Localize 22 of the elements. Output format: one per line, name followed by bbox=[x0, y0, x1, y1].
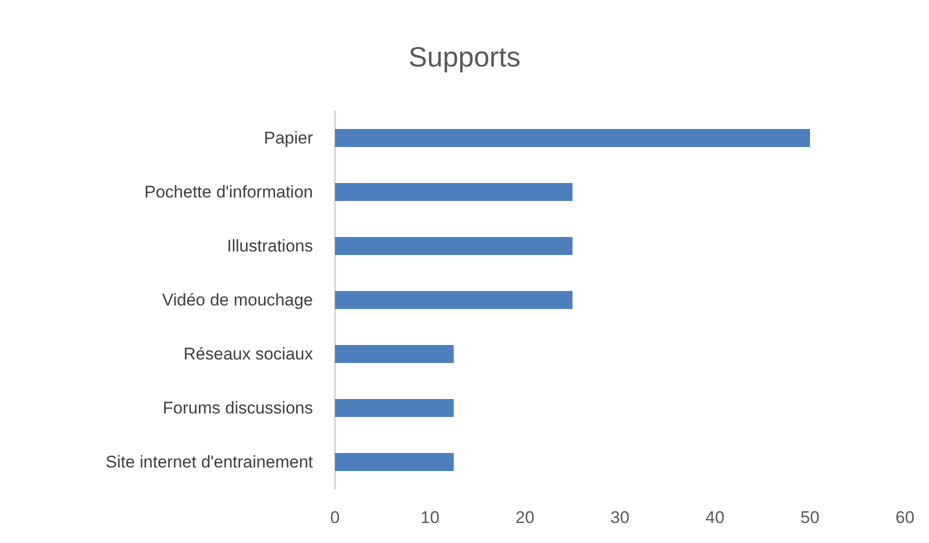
x-tick-label: 30 bbox=[610, 508, 630, 527]
x-tick-label: 60 bbox=[896, 508, 914, 527]
x-tick-label: 0 bbox=[330, 508, 340, 527]
y-tick-label: Pochette d'information bbox=[144, 182, 313, 202]
x-tick-label: 20 bbox=[516, 508, 534, 527]
y-tick-label: Site internet d'entrainement bbox=[106, 452, 314, 472]
y-tick-label: Vidéo de mouchage bbox=[162, 290, 313, 310]
bar bbox=[335, 453, 454, 471]
y-tick-label: Réseaux sociaux bbox=[184, 344, 314, 364]
bar bbox=[335, 183, 572, 201]
chart-title: Supports bbox=[408, 42, 521, 72]
bar bbox=[335, 237, 572, 255]
y-tick-label: Forums discussions bbox=[162, 398, 313, 418]
bar bbox=[335, 399, 454, 417]
x-tick-label: 50 bbox=[800, 508, 820, 527]
bar bbox=[335, 345, 454, 363]
x-tick-label: 40 bbox=[706, 508, 724, 527]
y-tick-label: Papier bbox=[264, 128, 314, 148]
bar bbox=[335, 291, 572, 309]
y-tick-label: Illustrations bbox=[227, 236, 313, 256]
x-tick-label: 10 bbox=[420, 508, 440, 527]
bar bbox=[335, 129, 810, 147]
